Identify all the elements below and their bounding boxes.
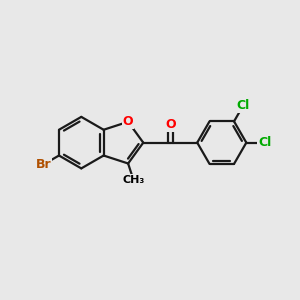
Text: Br: Br [36,158,52,171]
Text: Cl: Cl [237,99,250,112]
Text: O: O [165,118,175,131]
Text: CH₃: CH₃ [122,175,145,185]
Text: Cl: Cl [258,136,271,149]
Text: O: O [123,115,134,128]
